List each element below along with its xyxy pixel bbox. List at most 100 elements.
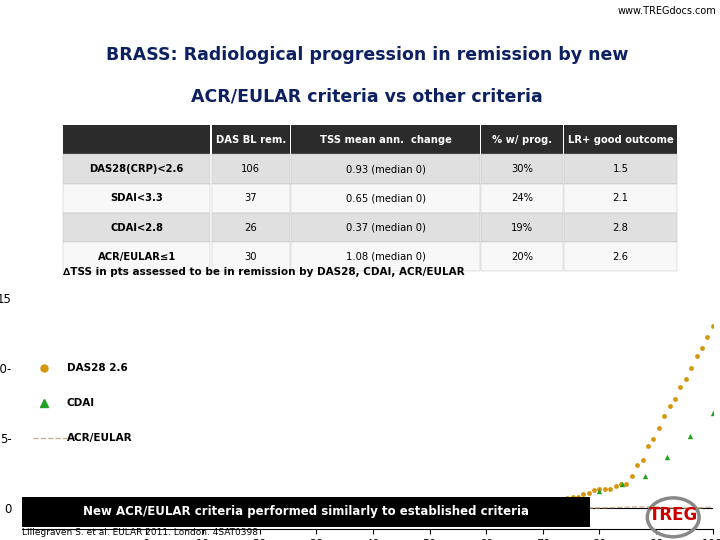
Point [233,503,244,511]
Point [534,498,546,507]
Point [648,434,660,443]
Text: 26: 26 [244,222,257,233]
Point [502,498,513,507]
Point [443,503,454,511]
FancyBboxPatch shape [481,213,563,242]
Point [696,343,708,352]
Point [276,502,288,511]
FancyBboxPatch shape [291,213,480,242]
Point [299,502,310,511]
FancyBboxPatch shape [63,242,210,272]
Point [675,382,686,391]
Point [151,504,163,512]
Point [594,487,606,496]
Point [367,503,379,512]
Text: Lillegraven S. et al. EULAR 2011. London. 4SAT0398: Lillegraven S. et al. EULAR 2011. London… [22,528,258,537]
Point [253,500,265,509]
Point [238,501,249,509]
Text: DAS28(CRP)<2.6: DAS28(CRP)<2.6 [89,164,184,174]
Point [140,502,152,511]
Point [162,501,174,510]
Point [664,402,675,410]
Point [583,489,595,497]
Text: 30%: 30% [511,164,533,174]
Text: TREG: TREG [649,506,698,524]
Point [286,501,297,509]
Point [200,502,212,510]
Point [157,502,168,511]
Point [659,411,670,420]
Text: www.TREGdocs.com: www.TREGdocs.com [618,6,716,17]
Point [448,500,459,508]
Point [549,499,560,508]
Point [491,501,503,510]
Point [378,501,390,510]
Point [662,453,673,462]
Point [464,498,476,507]
Point [631,461,643,470]
FancyBboxPatch shape [564,242,677,272]
Text: 2.6: 2.6 [613,252,629,262]
Point [653,423,665,432]
Text: TSS mean ann.  change: TSS mean ann. change [320,135,451,145]
Point [410,501,422,510]
Point [616,480,627,489]
Point [421,500,433,509]
Point [400,503,411,511]
Point [567,492,578,501]
Point [318,502,330,510]
Point [605,484,616,493]
FancyBboxPatch shape [212,154,289,184]
Point [486,500,498,508]
Point [413,501,424,510]
Point [222,501,233,509]
Point [292,501,303,510]
Text: 30: 30 [245,252,257,262]
Point [571,495,582,504]
Point [454,500,465,509]
FancyBboxPatch shape [481,184,563,213]
Point [691,352,703,360]
Point [302,503,314,512]
Point [324,502,336,511]
FancyBboxPatch shape [212,242,289,272]
Point [163,502,175,511]
Point [346,501,357,510]
Point [173,503,184,512]
Point [497,498,508,507]
FancyBboxPatch shape [212,184,289,213]
Point [253,504,265,513]
Point [297,502,308,511]
Point [390,503,401,511]
Point [259,504,271,512]
Text: 20%: 20% [511,252,533,262]
FancyBboxPatch shape [291,242,480,272]
Text: ∆TSS in pts assessed to be in remission by DAS28, CDAI, ACR/EULAR: ∆TSS in pts assessed to be in remission … [63,267,464,276]
Point [469,500,481,508]
Point [248,502,260,511]
Text: New ACR/EULAR criteria performed similarly to established criteria: New ACR/EULAR criteria performed similar… [83,505,529,518]
Text: DAS28 2.6: DAS28 2.6 [67,363,127,373]
Text: % w/ prog.: % w/ prog. [492,135,552,145]
Point [480,501,492,510]
Point [529,500,541,509]
Point [670,395,681,403]
Point [523,502,535,510]
Point [642,441,654,450]
Text: DAS BL rem.: DAS BL rem. [215,135,286,145]
Point [351,503,362,511]
Text: LR+ good outcome: LR+ good outcome [567,135,673,145]
FancyBboxPatch shape [63,125,210,154]
Point [540,496,552,504]
Point [594,485,606,494]
Point [231,503,243,511]
FancyBboxPatch shape [291,125,480,154]
Text: ACR/EULAR≤1: ACR/EULAR≤1 [97,252,176,262]
Point [194,502,206,511]
Text: 0.65 (median 0): 0.65 (median 0) [346,193,426,203]
Point [270,500,282,509]
Point [551,497,562,505]
Point [680,375,692,384]
FancyBboxPatch shape [212,213,289,242]
Point [146,502,158,511]
